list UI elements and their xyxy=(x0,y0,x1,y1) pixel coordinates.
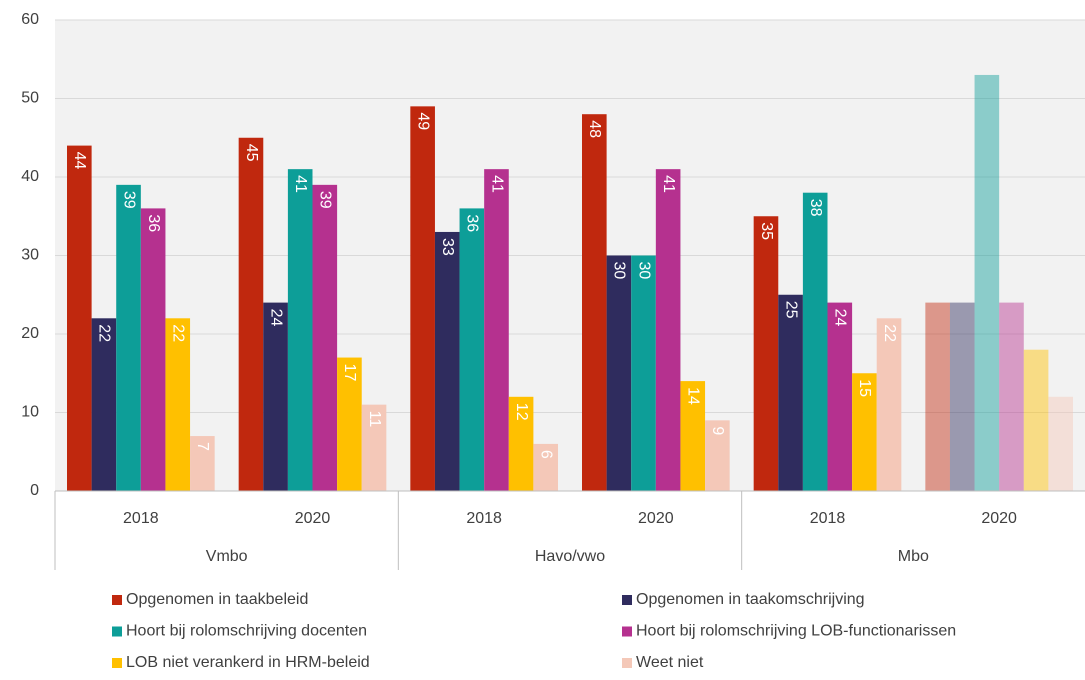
data-label: 24 xyxy=(267,309,284,327)
y-tick-label: 20 xyxy=(21,325,39,342)
bar xyxy=(116,184,141,491)
bar xyxy=(484,169,509,491)
legend-swatch xyxy=(622,626,632,637)
bar xyxy=(459,208,485,491)
bar xyxy=(876,318,902,491)
data-label: 25 xyxy=(782,301,799,319)
y-tick-label: 10 xyxy=(21,404,39,421)
data-label: 41 xyxy=(488,175,505,193)
legend-label: Opgenomen in taakbeleid xyxy=(126,591,308,608)
data-label: 36 xyxy=(145,214,162,232)
bar xyxy=(287,169,313,491)
bar xyxy=(705,420,730,491)
y-tick-label: 0 xyxy=(30,482,39,499)
bar xyxy=(680,381,706,491)
bar xyxy=(582,114,607,491)
bar xyxy=(974,74,1000,491)
data-label: 45 xyxy=(243,144,260,162)
data-label: 12 xyxy=(513,403,530,421)
data-label: 17 xyxy=(341,364,358,382)
bar xyxy=(140,208,166,491)
bar xyxy=(827,302,853,491)
data-label: 41 xyxy=(292,175,309,193)
bar xyxy=(655,169,681,491)
data-label: 48 xyxy=(586,120,603,138)
bar xyxy=(312,184,338,491)
bar xyxy=(631,255,656,491)
y-tick-label: 40 xyxy=(21,168,39,185)
bar xyxy=(949,302,975,491)
data-label: 39 xyxy=(120,191,137,209)
bar xyxy=(263,302,288,491)
data-label: 30 xyxy=(611,262,628,280)
bar xyxy=(606,255,632,491)
data-label: 22 xyxy=(96,324,113,342)
bar xyxy=(753,216,779,491)
x-tick-label: 2018 xyxy=(810,510,846,527)
bar xyxy=(67,145,92,491)
legend-label: Hoort bij rolomschrijving LOB-functionar… xyxy=(636,623,956,640)
data-label: 44 xyxy=(71,152,88,170)
bar xyxy=(999,302,1024,491)
data-label: 36 xyxy=(464,214,481,232)
data-label: 22 xyxy=(881,324,898,342)
legend-swatch xyxy=(622,658,632,668)
bar xyxy=(1023,349,1049,491)
x-tick-label: 2020 xyxy=(638,510,674,527)
legend-label: Weet niet xyxy=(636,654,704,671)
data-label: 6 xyxy=(537,450,554,459)
data-label: 11 xyxy=(366,411,383,428)
bar xyxy=(410,106,435,491)
data-label: 41 xyxy=(660,175,677,193)
legend-swatch xyxy=(112,658,122,668)
y-tick-label: 50 xyxy=(21,90,39,107)
bar xyxy=(778,294,803,491)
legend-swatch xyxy=(622,595,632,605)
data-label: 39 xyxy=(317,191,334,209)
bar xyxy=(190,436,215,491)
legend-label: Hoort bij rolomschrijving docenten xyxy=(126,623,367,640)
data-label: 9 xyxy=(709,426,726,435)
data-label: 15 xyxy=(856,379,873,397)
data-label: 22 xyxy=(170,324,187,342)
data-label: 49 xyxy=(414,112,431,130)
data-label: 24 xyxy=(832,309,849,327)
y-tick-label: 30 xyxy=(21,247,39,264)
x-tick-label: 2018 xyxy=(123,510,159,527)
group-label: Vmbo xyxy=(206,548,248,565)
x-tick-label: 2018 xyxy=(466,510,502,527)
group-label: Mbo xyxy=(898,548,929,565)
bar xyxy=(533,443,558,491)
data-label: 35 xyxy=(758,222,775,240)
bar xyxy=(91,318,117,491)
data-label: 14 xyxy=(685,387,702,405)
data-label: 33 xyxy=(439,238,456,256)
bar xyxy=(1048,396,1073,491)
x-tick-label: 2020 xyxy=(981,510,1017,527)
bar xyxy=(925,302,950,491)
bar xyxy=(802,192,828,491)
bar xyxy=(165,318,191,491)
bar xyxy=(337,357,362,491)
bar xyxy=(852,373,877,491)
legend-swatch xyxy=(112,595,122,605)
data-label: 7 xyxy=(194,442,211,451)
bar xyxy=(361,404,387,491)
x-tick-label: 2020 xyxy=(295,510,331,527)
bar xyxy=(508,396,534,491)
bar xyxy=(434,231,460,491)
legend-swatch xyxy=(112,626,122,637)
data-label: 30 xyxy=(635,262,652,280)
legend-label: LOB niet verankerd in HRM-beleid xyxy=(126,654,370,671)
legend-label: Opgenomen in taakomschrijving xyxy=(636,591,865,608)
y-tick-label: 60 xyxy=(21,11,39,28)
data-label: 38 xyxy=(807,199,824,217)
bar xyxy=(238,137,264,491)
group-label: Havo/vwo xyxy=(535,548,605,565)
